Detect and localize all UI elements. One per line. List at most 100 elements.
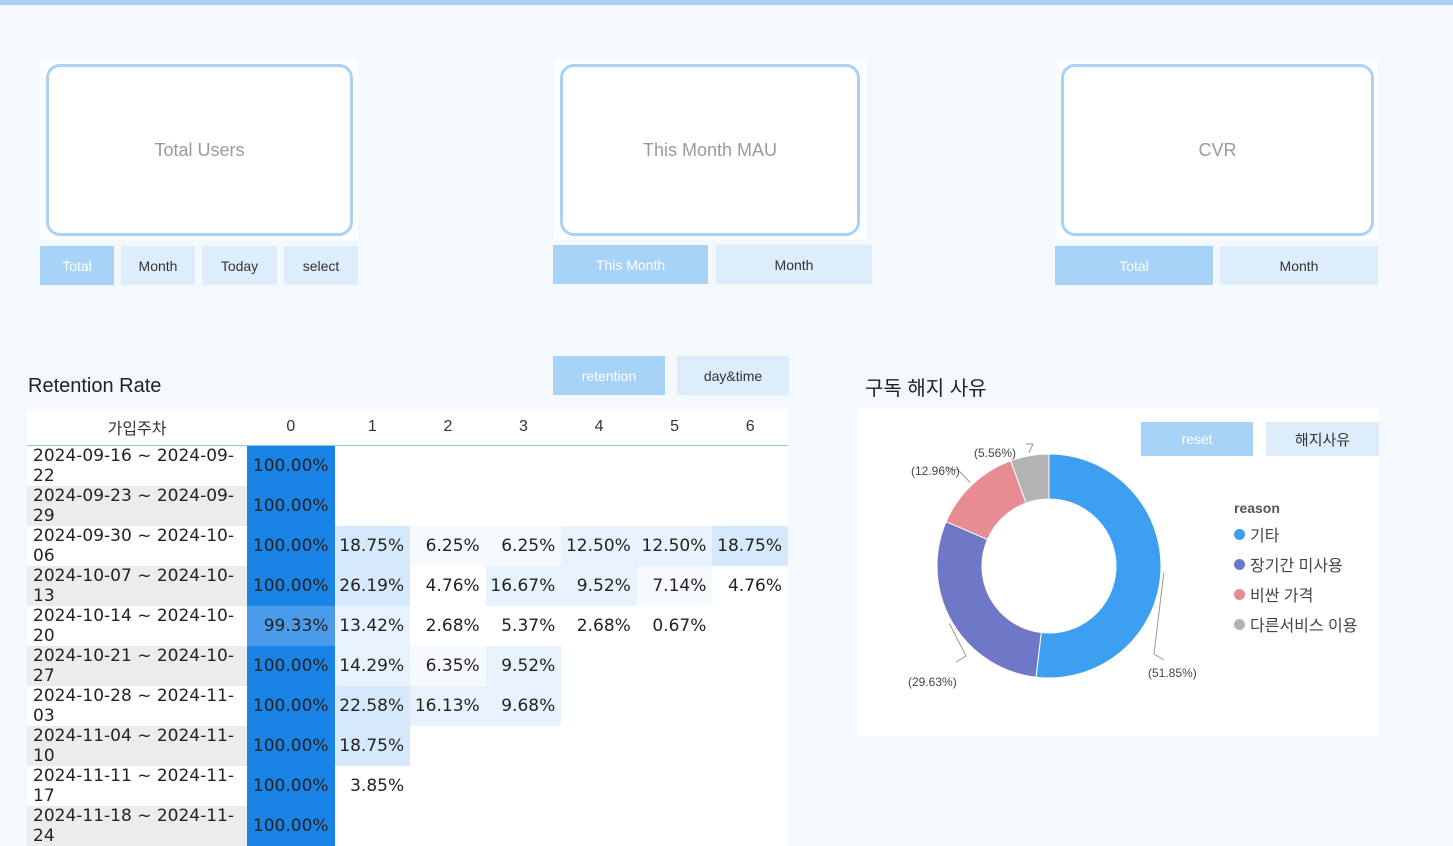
header-week-1: 1 (334, 409, 411, 446)
slice-gita[interactable] (1035, 453, 1162, 679)
table-row: 2024-10-21 ~ 2024-10-27 100.00% 14.29% 6.35… (27, 646, 788, 686)
retention-cell-week-6 (712, 806, 788, 846)
retention-cell-week-5: 12.50% (636, 526, 713, 566)
cvr-month-button[interactable]: Month (1220, 246, 1378, 285)
users-select-button[interactable]: select (284, 246, 358, 285)
cohort-cell: 2024-09-30 ~ 2024-10-06 (33, 526, 235, 566)
reset-button[interactable]: reset (1141, 422, 1253, 456)
retention-cell-week-6 (712, 446, 788, 487)
retention-cell-week-1: 13.42% (334, 606, 411, 646)
retention-cell-week-3 (486, 726, 562, 766)
retention-cell-week-5: 7.14% (636, 566, 713, 606)
table-row: 2024-11-18 ~ 2024-11-24 100.00% (27, 806, 788, 846)
retention-cell-week-4 (561, 446, 637, 487)
retention-cell-week-3 (486, 446, 562, 487)
retention-cell-week-5 (637, 646, 713, 686)
retention-toggle-button[interactable]: retention (553, 356, 665, 395)
header-week-2: 2 (410, 409, 486, 446)
retention-cell-week-3: 5.37% (501, 616, 556, 636)
retention-cell-week-1 (335, 806, 411, 846)
retention-cell-week-5 (637, 766, 713, 806)
mau-label: This Month MAU (642, 139, 778, 160)
legend-dot (1234, 558, 1245, 570)
header-week-6: 6 (712, 409, 788, 446)
retention-cell-week-2: 4.76% (425, 576, 480, 596)
retention-cell-week-0: 100.00% (247, 445, 335, 486)
retention-cell-week-1 (335, 446, 411, 487)
retention-cell-week-1: 18.75% (334, 726, 411, 766)
legend-item[interactable]: 비싼 가격 (1234, 582, 1313, 606)
retention-cell-week-0: 99.33% (247, 606, 335, 646)
top-accent-bar (0, 0, 1453, 5)
day-time-toggle-button[interactable]: day&time (677, 356, 789, 395)
mau-this-month-button[interactable]: This Month (553, 245, 708, 284)
legend-label: 비싼 가격 (1250, 588, 1314, 605)
total-users-card: Total Users (46, 64, 353, 236)
slice-value-label: (5.56%) (974, 446, 1017, 460)
legend-dot (1234, 618, 1245, 630)
cohort-cell: 2024-11-11 ~ 2024-11-17 (33, 766, 235, 806)
retention-cell-week-1: 18.75% (334, 526, 411, 566)
cohort-cell: 2024-10-14 ~ 2024-10-20 (33, 606, 235, 646)
table-row: 2024-10-07 ~ 2024-10-13 100.00% 26.19% 4.76… (27, 566, 788, 606)
users-today-button[interactable]: Today (202, 246, 277, 285)
retention-cell-week-5 (637, 486, 713, 526)
slice-other-service[interactable] (1010, 453, 1050, 504)
table-row: 2024-09-23 ~ 2024-09-29 100.00% (27, 486, 788, 526)
users-month-button[interactable]: Month (121, 246, 195, 285)
retention-cell-week-1 (335, 486, 411, 526)
legend-item[interactable]: 장기간 미사용 (1234, 552, 1343, 576)
retention-cell-week-4: 9.52% (561, 566, 637, 606)
cohort-cell: 2024-10-21 ~ 2024-10-27 (27, 646, 248, 686)
legend-dot (1234, 588, 1245, 600)
header-week-5: 5 (636, 409, 713, 446)
header-cohort: 가입주차 (27, 409, 248, 446)
retention-cell-week-6 (712, 486, 788, 526)
legend-item[interactable]: 다른서비스 이용 (1234, 612, 1358, 636)
retention-cell-week-1: 26.19% (334, 566, 411, 606)
retention-cell-week-3: 16.67% (485, 566, 562, 606)
slice-value-label: (51.85%) (1148, 666, 1197, 680)
retention-cell-week-6 (712, 606, 788, 646)
retention-cell-week-0: 100.00% (247, 766, 335, 806)
total-users-label: Total Users (154, 139, 245, 160)
retention-cell-week-3: 9.68% (485, 686, 562, 726)
slice-long-inactive[interactable] (936, 520, 1042, 678)
cvr-label: CVR (1198, 139, 1237, 160)
mau-panel: This Month MAU (554, 58, 867, 240)
retention-cell-week-5 (637, 686, 713, 726)
leader-line-2 (945, 467, 971, 483)
header-week-4: 4 (561, 409, 637, 446)
legend-label: 기타 (1250, 528, 1280, 545)
legend-label: 다른서비스 이용 (1250, 618, 1358, 635)
retention-cell-week-2: 16.13% (410, 686, 486, 726)
retention-cell-week-6 (712, 646, 788, 686)
churn-donut-chart (936, 443, 1165, 679)
mau-month-button[interactable]: Month (716, 245, 872, 284)
retention-cell-week-3: 9.52% (485, 646, 562, 686)
retention-cell-week-6 (712, 766, 788, 806)
legend-item[interactable]: 기타 (1234, 522, 1279, 546)
retention-cell-week-1: 22.58% (334, 686, 411, 726)
slice-value-label: (12.96%) (911, 464, 960, 478)
churn-reason-button[interactable]: 해지사유 (1266, 422, 1379, 456)
users-total-button[interactable]: Total (40, 246, 114, 285)
retention-cell-week-0: 100.00% (247, 686, 335, 726)
retention-cell-week-4 (561, 726, 637, 766)
retention-cell-week-2 (410, 766, 486, 806)
retention-cell-week-4: 12.50% (561, 526, 637, 566)
header-week-0: 0 (247, 409, 335, 446)
table-row: 2024-11-04 ~ 2024-11-10 100.00% 18.75% (27, 726, 788, 766)
retention-cell-week-0: 100.00% (247, 566, 335, 606)
cvr-total-button[interactable]: Total (1055, 246, 1213, 285)
mau-card: This Month MAU (560, 64, 860, 236)
retention-cell-week-5: 0.67% (652, 616, 707, 636)
retention-cell-week-4 (561, 486, 637, 526)
legend-label: 장기간 미사용 (1250, 558, 1343, 575)
retention-cell-week-0: 100.00% (247, 526, 335, 566)
retention-cell-week-5 (637, 446, 713, 487)
retention-cell-week-6 (712, 726, 788, 766)
legend-title: reason (1234, 500, 1280, 516)
retention-cell-week-5 (637, 806, 713, 846)
retention-cell-week-2: 6.35% (410, 646, 486, 686)
